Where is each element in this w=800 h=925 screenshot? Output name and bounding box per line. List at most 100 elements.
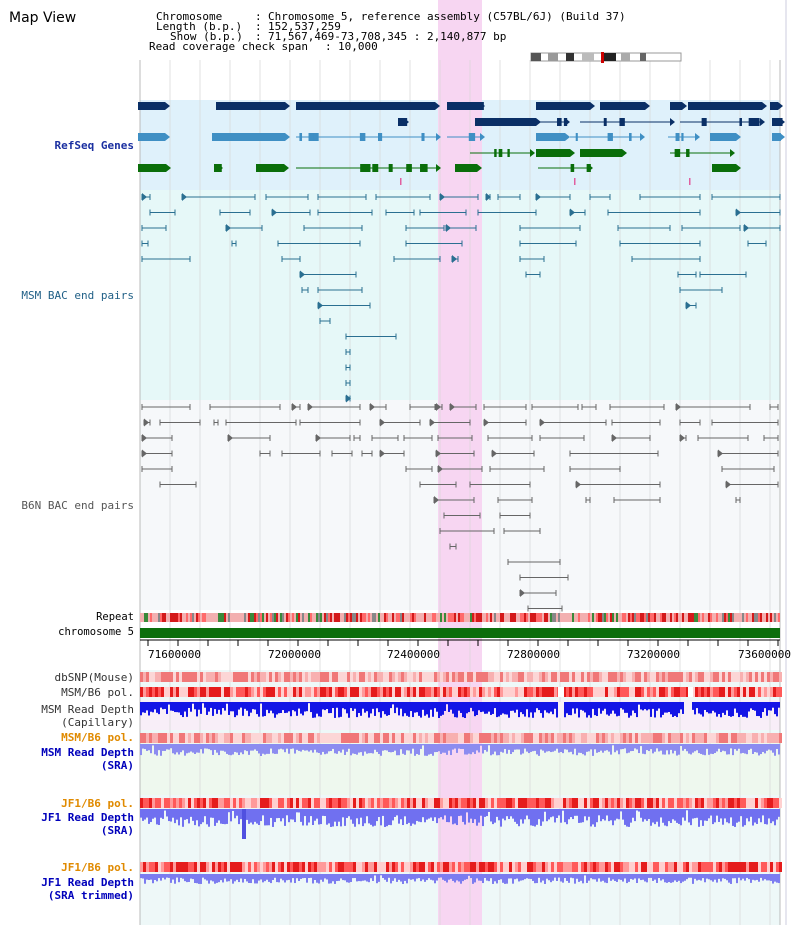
jf1-depth-sra-bar xyxy=(218,809,220,821)
repeat-cell xyxy=(680,613,682,622)
track-label-msm-depth-capillary[interactable]: MSM Read Depth (Capillary) xyxy=(41,703,134,729)
msm-depth-sra-bar xyxy=(322,744,324,752)
jf1-depth-trim-bar xyxy=(332,874,334,882)
jf1-depth-sra-bar xyxy=(224,809,226,825)
track-label-jf1-b6-pol-2[interactable]: JF1/B6 pol. xyxy=(61,861,134,874)
jf1-depth-sra-bar xyxy=(542,809,544,822)
dbsnp-cell xyxy=(449,672,452,682)
jf1-depth-trim-bar xyxy=(612,874,614,880)
msm-depth-sra-bar xyxy=(638,744,640,754)
msm-b6-pol-cell xyxy=(665,687,668,697)
msm-b6-pol2-cell xyxy=(767,733,770,743)
jf1-depth-sra-bar xyxy=(704,809,706,821)
repeat-cell xyxy=(654,613,656,622)
msm-b6-pol-cell xyxy=(710,687,713,697)
msm-b6-pol-cell xyxy=(701,687,704,697)
track-label-msm-depth-sra[interactable]: MSM Read Depth (SRA) xyxy=(41,746,134,772)
dbsnp-cell xyxy=(536,672,539,682)
refseq-snp-tick xyxy=(400,178,402,185)
track-label-chromosome: chromosome 5 xyxy=(58,626,134,638)
track-label-b6n-bac[interactable]: B6N BAC end pairs xyxy=(21,499,134,512)
jf1-depth-trim-bar xyxy=(632,874,634,880)
track-label-msm-bac[interactable]: MSM BAC end pairs xyxy=(21,289,134,302)
msm-depth-sra-bar xyxy=(660,744,662,751)
msm-b6-pol2-cell xyxy=(242,733,245,743)
jf1-b6-pol2-cell xyxy=(674,862,677,872)
jf1-depth-trim-bar xyxy=(324,874,326,879)
jf1-b6-pol2-cell xyxy=(395,862,398,872)
jf1-depth-trim-bar xyxy=(392,874,394,881)
msm-depth-sra-bar xyxy=(434,744,436,753)
track-label-jf1-depth-trimmed[interactable]: JF1 Read Depth (SRA trimmed) xyxy=(41,876,134,902)
jf1-b6-pol2-cell xyxy=(536,862,539,872)
msm-depth-sra-bar xyxy=(288,744,290,754)
track-label-msm-b6-pol[interactable]: MSM/B6 pol. xyxy=(61,686,134,699)
msm-depth-sra-bar xyxy=(200,744,202,750)
repeat-cell xyxy=(256,613,258,622)
msm-depth-cap-bar xyxy=(210,702,212,708)
msm-depth-cap-bar xyxy=(514,702,516,713)
msm-depth-cap-bar xyxy=(768,702,770,711)
jf1-b6-pol2-cell xyxy=(215,862,218,872)
msm-depth-cap-bar xyxy=(308,702,310,704)
repeat-cell xyxy=(496,613,498,622)
msm-depth-cap-bar xyxy=(704,702,706,710)
msm-depth-cap-bar xyxy=(658,702,660,709)
msm-b6-pol-cell xyxy=(203,687,206,697)
jf1-depth-trim-bar xyxy=(320,874,322,880)
jf1-depth-trim-bar xyxy=(758,874,760,882)
msm-depth-sra-bar xyxy=(354,744,356,754)
track-label-jf1-depth-sra[interactable]: JF1 Read Depth (SRA) xyxy=(41,811,134,837)
jf1-b6-pol2-cell xyxy=(425,862,428,872)
pol-gap xyxy=(558,687,564,697)
jf1-depth-trim-bar xyxy=(352,874,354,879)
jf1-depth-trim-bar xyxy=(546,874,548,879)
msm-depth-sra-bar xyxy=(630,744,632,752)
msm-b6-pol-cell xyxy=(503,687,506,697)
jf1-b6-pol2-cell xyxy=(473,862,476,872)
track-label-dbsnp[interactable]: dbSNP(Mouse) xyxy=(54,671,134,684)
msm-depth-cap-bar xyxy=(540,702,542,714)
jf1-depth-trim-bar xyxy=(702,874,704,879)
msm-depth-cap-bar xyxy=(272,702,274,714)
msm-b6-pol-cell xyxy=(260,687,263,697)
msm-depth-sra-bar xyxy=(458,744,460,749)
track-label-jf1-b6-pol[interactable]: JF1/B6 pol. xyxy=(61,797,134,810)
repeat-cell xyxy=(358,613,360,622)
jf1-b6-pol-cell xyxy=(383,798,386,808)
jf1-depth-trim-bar xyxy=(668,874,670,883)
jf1-b6-pol-cell xyxy=(758,798,761,808)
jf1-depth-sra-bar xyxy=(736,809,738,823)
msm-depth-sra-bar xyxy=(726,744,728,755)
msm-b6-pol-cell xyxy=(425,687,428,697)
msm-bac-pair-arrow xyxy=(486,193,491,201)
msm-b6-pol-cell xyxy=(713,687,716,697)
jf1-depth-sra-bar xyxy=(442,809,444,820)
dbsnp-cell xyxy=(575,672,578,682)
msm-b6-pol-cell xyxy=(212,687,215,697)
msm-depth-sra-bar xyxy=(570,744,572,752)
refseq-gene-row4-arrow xyxy=(530,149,535,157)
msm-b6-pol2-cell xyxy=(737,733,740,743)
info-length-value: 152,537,259 xyxy=(268,20,341,33)
jf1-b6-pol2-cell xyxy=(695,862,698,872)
jf1-depth-trim-bar xyxy=(380,874,382,876)
jf1-depth-sra-bar xyxy=(294,809,296,823)
track-label-msm-b6-pol-2[interactable]: MSM/B6 pol. xyxy=(61,731,134,744)
msm-depth-sra-bar xyxy=(610,744,612,755)
msm-b6-pol-cell xyxy=(680,687,683,697)
jf1-depth-trim-bar xyxy=(340,874,342,879)
jf1-depth-sra-bar xyxy=(554,809,556,823)
axis-tick-label: 71600000 xyxy=(148,648,201,661)
jf1-b6-pol-cell xyxy=(329,798,332,808)
track-label-refseq[interactable]: RefSeq Genes xyxy=(54,139,134,152)
jf1-depth-trim-bar xyxy=(548,874,550,881)
msm-depth-cap-bar xyxy=(342,702,344,709)
jf1-b6-pol2-cell xyxy=(626,862,629,872)
msm-b6-pol-cell xyxy=(737,687,740,697)
msm-b6-pol2-cell xyxy=(545,733,548,743)
msm-depth-cap-bar xyxy=(184,702,186,712)
jf1-depth-sra-bar xyxy=(172,809,174,818)
repeat-cell xyxy=(748,613,750,622)
msm-depth-sra-bar xyxy=(738,744,740,749)
